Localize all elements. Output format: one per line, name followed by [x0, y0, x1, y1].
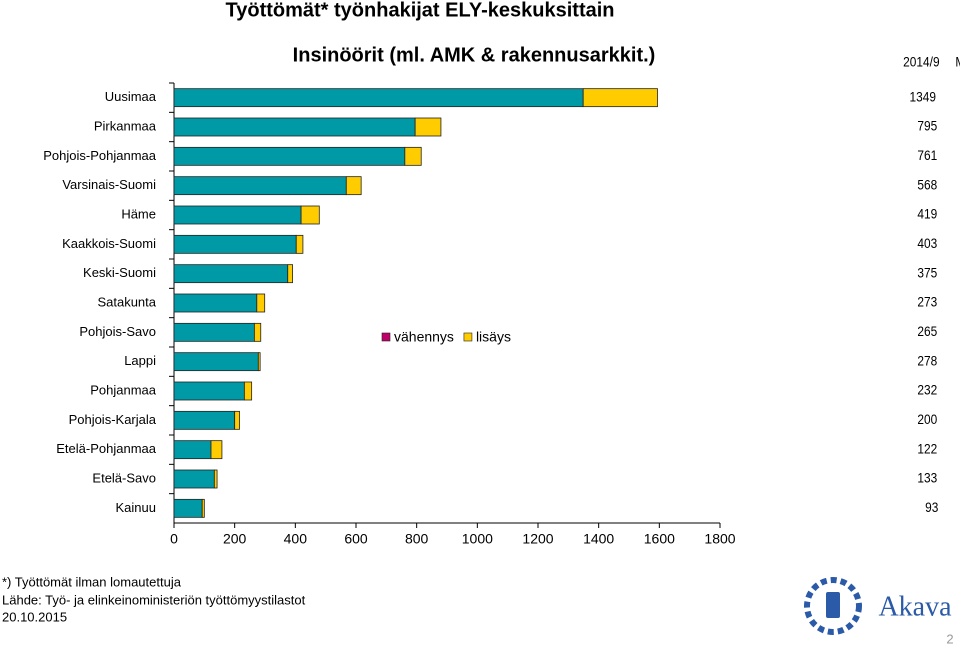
chart-title: Työttömät* työnhakijat ELY-keskuksittain [226, 0, 615, 21]
y-tick-label: Kainuu [116, 500, 156, 515]
logo-wreath [804, 577, 862, 635]
chart-subtitle: Insinöörit (ml. AMK & rakennusarkkit.) [293, 44, 656, 66]
bar-segment [173, 234, 297, 254]
bar-segment [173, 440, 212, 460]
x-tick-label: 800 [405, 531, 429, 547]
bar-segment [173, 322, 255, 342]
bar-segment [210, 440, 223, 460]
y-tick-label: Satakunta [97, 294, 156, 309]
x-tick-label: 600 [344, 531, 368, 547]
bar-segment [213, 469, 218, 489]
y-tick-label: Lappi [124, 353, 156, 368]
y-tick-label: Kaakkois-Suomi [62, 236, 156, 251]
table-cell: 568 [917, 176, 937, 192]
bar-segment [173, 498, 203, 518]
x-tick-label: 0 [170, 531, 178, 547]
footer-date: 20.10.2015 [2, 609, 67, 624]
bar-segment [253, 322, 262, 342]
legend-swatch [463, 332, 473, 342]
y-tick-label: Uusimaa [105, 89, 157, 104]
table-cell: 200 [917, 411, 937, 427]
page-number: 2 [946, 631, 953, 646]
table-cell: 403 [917, 235, 937, 251]
bar-segment [173, 264, 289, 284]
legend-swatch [381, 332, 391, 342]
y-tick-label: Varsinais-Suomi [62, 177, 156, 192]
y-tick-label: Etelä-Pohjanmaa [56, 441, 156, 456]
table-cell: 93 [925, 499, 938, 515]
table-header: 2014/9 [903, 54, 939, 70]
y-tick-label: Pohjanmaa [90, 382, 157, 397]
x-tick-label: 1800 [704, 531, 735, 547]
bar-segment [201, 498, 205, 518]
footer-note: *) Työttömät ilman lomautettuja [2, 574, 182, 589]
bar-segment [345, 176, 362, 196]
table-cell: 375 [917, 264, 937, 280]
bar-segment [173, 176, 347, 196]
y-tick-label: Pirkanmaa [94, 118, 157, 133]
bar-segment [173, 88, 584, 108]
bar-segment [173, 410, 236, 430]
y-tick-label: Pohjois-Savo [79, 324, 156, 339]
table-cell: 232 [917, 382, 937, 398]
x-tick-label: 1200 [522, 531, 553, 547]
x-tick-label: 400 [284, 531, 308, 547]
bar-segment [404, 146, 422, 166]
y-tick-label: Häme [121, 206, 156, 221]
x-tick-label: 1600 [644, 531, 675, 547]
table-cell: 761 [917, 147, 937, 163]
bar-segment [256, 293, 266, 313]
table-cell: 278 [917, 352, 937, 368]
bar-segment [300, 205, 320, 225]
y-tick-label: Pohjois-Karjala [69, 412, 157, 427]
table-header: MUUTOS [955, 54, 960, 70]
bar-segment [173, 293, 258, 313]
bar-segment [173, 117, 416, 137]
y-tick-label: Keski-Suomi [83, 265, 156, 280]
bar-segment [582, 88, 658, 108]
bar-segment [173, 352, 259, 372]
table-cell: 795 [917, 118, 937, 134]
bar-segment [257, 352, 261, 372]
legend-label: lisäys [476, 329, 511, 345]
bar-segment [243, 381, 253, 401]
bar-segment [414, 117, 442, 137]
x-tick-label: 200 [223, 531, 247, 547]
x-tick-label: 1000 [462, 531, 493, 547]
bar-segment [173, 205, 302, 225]
legend-label: vähennys [394, 329, 454, 345]
bar-segment [295, 234, 304, 254]
bar-segment [173, 146, 406, 166]
bar-segment [287, 264, 294, 284]
bar-segment [173, 469, 215, 489]
bar-segment [173, 381, 245, 401]
table-cell: 122 [917, 440, 937, 456]
table-cell: 419 [917, 206, 937, 222]
y-tick-label: Pohjois-Pohjanmaa [43, 148, 157, 163]
footer-source: Lähde: Työ- ja elinkeinoministeriön työt… [2, 592, 306, 607]
bar-segment [234, 410, 240, 430]
logo-text: Akava [878, 591, 952, 622]
table-cell: 133 [917, 470, 937, 486]
y-tick-label: Etelä-Savo [92, 470, 156, 485]
table-cell: 265 [917, 323, 937, 339]
table-cell: 273 [917, 294, 937, 310]
table-cell: 1349 [910, 88, 936, 104]
x-tick-label: 1400 [583, 531, 614, 547]
